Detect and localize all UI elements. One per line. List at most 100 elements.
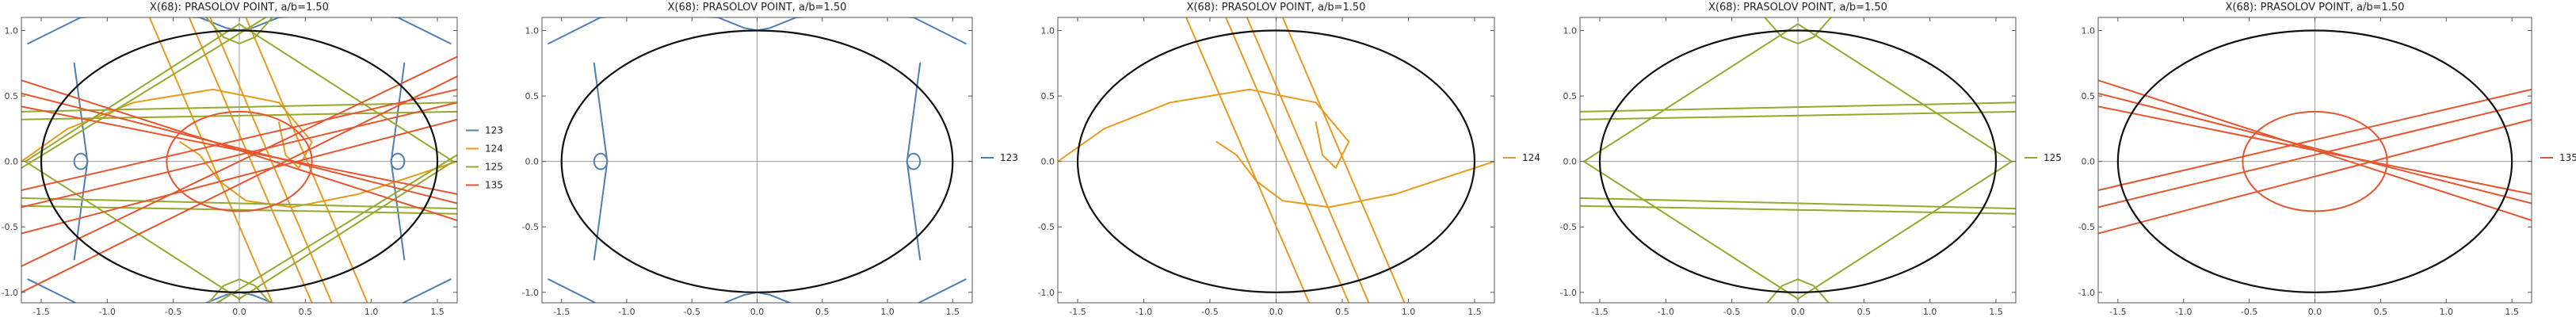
x-tick-label: -0.5	[2241, 307, 2257, 317]
y-tick-label: 0.5	[1041, 91, 1055, 101]
series-124-mark-6	[1281, 17, 1406, 303]
x-tick-label: -1.0	[99, 307, 116, 317]
x-tick-label: -0.5	[165, 307, 181, 317]
plot-area	[21, 17, 457, 303]
series-125-mark-21	[21, 17, 267, 169]
x-tick-label: 0.5	[1857, 307, 1872, 317]
x-tick-label: -1.5	[2109, 307, 2126, 317]
x-tick-label: 0.0	[1791, 307, 1805, 317]
x-tick-label: 1.5	[946, 307, 960, 317]
y-tick-label: 1.0	[1041, 26, 1055, 36]
series-135-mark-27	[21, 92, 457, 205]
series-123-mark-4	[906, 152, 922, 170]
series-125-mark-13	[21, 101, 457, 113]
y-tick-label: -1.0	[2078, 288, 2095, 298]
x-tick-label: 0.0	[232, 307, 246, 317]
series-125-mark-8	[1797, 160, 2013, 300]
y-tick-label: -1.0	[2, 288, 18, 298]
x-tick-label: -0.5	[1201, 307, 1218, 317]
plot-area	[2098, 17, 2532, 303]
series-135-mark-28	[21, 105, 457, 195]
y-tick-label: -1.0	[1038, 288, 1055, 298]
series-123-mark-4	[390, 152, 406, 170]
x-tick-label: 1.5	[2505, 307, 2519, 317]
series-124-mark-8	[179, 140, 457, 208]
chart-panel-2: X(68): PRASOLOV POINT, a/b=1.50 -1.5 -1.0 -…	[522, 2, 1018, 317]
y-tick-label: 0.5	[525, 91, 540, 101]
y-tick-label: -0.5	[1038, 222, 1055, 232]
x-tick-label: -1.0	[1658, 307, 1674, 317]
chart-title: X(68): PRASOLOV POINT, a/b=1.50	[1187, 2, 1366, 13]
y-tick-label: -0.5	[2078, 222, 2095, 232]
series-125-mark-18	[239, 23, 454, 162]
x-tick-label: 0.5	[2374, 307, 2388, 317]
reference-ellipse	[2116, 29, 2513, 293]
series-125-mark-15	[21, 197, 457, 210]
plot-area	[1058, 17, 1494, 303]
x-tick-label: -1.5	[1591, 307, 1608, 317]
series-135-mark-25	[166, 110, 313, 212]
series-135-mark-30	[21, 101, 457, 208]
series-135-mark-29	[21, 118, 457, 235]
series-135-mark-4	[2098, 105, 2532, 195]
x-tick-label: 0.5	[1335, 307, 1349, 317]
y-tick-label: -1.0	[1560, 288, 1577, 298]
y-tick-label: 0.0	[1563, 157, 1578, 167]
chart-panel-1: X(68): PRASOLOV POINT, a/b=1.50 -1.5 -1.0 -…	[2, 2, 503, 317]
series-125-mark-17	[25, 23, 240, 162]
x-tick-label: 0.5	[815, 307, 830, 317]
x-tick-label: -1.5	[1069, 307, 1086, 317]
x-tick-label: 0.0	[750, 307, 765, 317]
series-123-mark-3	[593, 152, 609, 170]
y-tick-label: 0.0	[2082, 157, 2096, 167]
legend-label-123: 123	[485, 125, 503, 136]
series-124-mark-5	[1246, 17, 1370, 303]
legend-label-125: 125	[485, 162, 503, 173]
x-tick-label: 0.5	[299, 307, 313, 317]
x-tick-label: 1.0	[364, 307, 379, 317]
y-tick-label: 1.0	[1563, 26, 1578, 36]
y-tick-label: 0.5	[2082, 91, 2096, 101]
x-tick-label: -1.5	[553, 307, 570, 317]
reference-ellipse	[1076, 29, 1476, 293]
y-tick-label: -0.5	[2, 222, 18, 232]
y-tick-label: 0.5	[1563, 91, 1578, 101]
series-125-mark-3	[1580, 197, 2016, 210]
series-135-mark-7	[2098, 88, 2532, 191]
x-tick-label: -1.0	[2175, 307, 2192, 317]
x-tick-label: -1.5	[32, 307, 49, 317]
series-135-mark-3	[2098, 92, 2532, 205]
chart-title: X(68): PRASOLOV POINT, a/b=1.50	[150, 2, 329, 13]
reference-ellipse	[1598, 29, 1998, 293]
legend-label-124: 124	[485, 143, 503, 155]
reference-ellipse	[560, 29, 954, 293]
series-124-mark-10	[188, 17, 313, 303]
y-tick-label: -0.5	[522, 222, 539, 232]
x-tick-label: 0.0	[1269, 307, 1284, 317]
series-124-mark-3	[1185, 17, 1311, 303]
series-125-mark-4	[1580, 205, 2016, 215]
x-tick-label: -0.5	[1723, 307, 1740, 317]
x-tick-label: -1.0	[1135, 307, 1152, 317]
chart-panel-4: X(68): PRASOLOV POINT, a/b=1.50 -1.5 -1.0 -…	[1560, 2, 2062, 317]
x-tick-label: 1.5	[430, 307, 445, 317]
series-135-mark-1	[2242, 110, 2388, 212]
series-125-mark-19	[25, 160, 240, 300]
series-124-mark-2	[1215, 140, 1494, 208]
legend-label-124: 124	[1522, 152, 1540, 163]
chart-panel-5: X(68): PRASOLOV POINT, a/b=1.50 -1.5 -1.0 -…	[2078, 2, 2576, 317]
series-135-mark-33	[21, 55, 457, 267]
x-tick-label: 1.5	[1989, 307, 2003, 317]
y-tick-label: 0.0	[1041, 157, 1055, 167]
y-tick-label: 0.0	[525, 157, 540, 167]
legend-label-123: 123	[1000, 152, 1018, 163]
y-tick-label: -1.0	[522, 288, 539, 298]
series-124-mark-9	[148, 17, 273, 303]
series-135-mark-5	[2098, 118, 2532, 235]
y-tick-label: -0.5	[1560, 222, 1577, 232]
series-125-mark-1	[1580, 101, 2016, 113]
series-125-mark-20	[239, 160, 454, 300]
y-tick-label: 0.0	[5, 157, 19, 167]
